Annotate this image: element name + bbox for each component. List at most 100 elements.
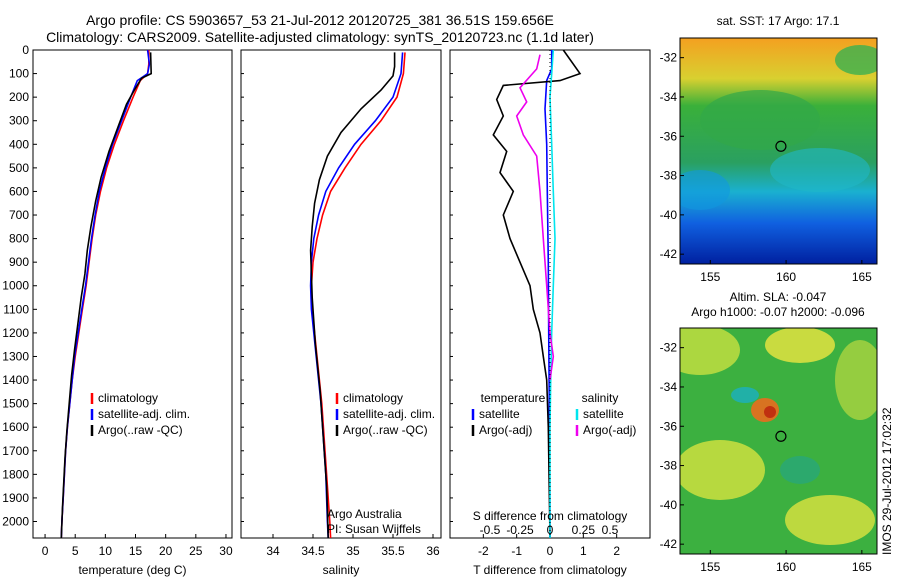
- y-tick-label: 100: [9, 67, 29, 81]
- x-tick-label: 15: [129, 544, 143, 558]
- legend-salinity-head: salinity: [582, 391, 619, 405]
- x-axis-label: temperature (deg C): [78, 563, 186, 577]
- x-tick-label: 30: [219, 544, 233, 558]
- series-line-argoadj: [492, 49, 582, 539]
- x-tick-label: 2: [613, 544, 620, 558]
- legend-label: satellite-adj. clim.: [343, 407, 435, 421]
- x-axis-label: salinity: [323, 563, 360, 577]
- imos-timestamp: IMOS 29-Jul-2012 17:02:32: [880, 407, 894, 555]
- figure-title-line1: Argo profile: CS 5903657_53 21-Jul-2012 …: [86, 12, 554, 28]
- legend-label: Argo(..raw -QC): [343, 423, 428, 437]
- y-tick-label: 1300: [2, 349, 29, 363]
- y-tick-label: 1200: [2, 326, 29, 340]
- figure-title-line2: Climatology: CARS2009. Satellite-adjuste…: [46, 29, 594, 45]
- series-line-argoadj: [515, 54, 555, 381]
- y-tick-label: 1600: [2, 420, 29, 434]
- map-y-tick-label: -42: [660, 247, 678, 261]
- series-line-argorawqc: [309, 52, 396, 539]
- map-x-tick-label: 155: [700, 560, 720, 574]
- map-y-tick-label: -38: [660, 169, 678, 183]
- x-tick-label: 34: [266, 544, 280, 558]
- map-y-tick-label: -32: [660, 341, 678, 355]
- map-y-tick-label: -36: [660, 419, 678, 433]
- sla-map-subtitle: Argo h1000: -0.07 h2000: -0.096: [691, 305, 865, 319]
- y-tick-label: 1800: [2, 467, 29, 481]
- y-tick-label: 400: [9, 137, 29, 151]
- legend-label: satellite-adj. clim.: [98, 407, 190, 421]
- argo-position-marker: [775, 430, 787, 442]
- x-tick-label: 0: [42, 544, 49, 558]
- plot-frame: [32, 49, 233, 539]
- y-tick-label: 500: [9, 161, 29, 175]
- sla-map-title: Altim. SLA: -0.047: [730, 290, 827, 304]
- y-tick-label: 300: [9, 114, 29, 128]
- map-y-tick-label: -40: [660, 208, 678, 222]
- legend-label: climatology: [343, 391, 403, 405]
- x-tick-label: 1: [580, 544, 587, 558]
- legend-temperature-head: temperature: [481, 391, 546, 405]
- y-tick-label: 900: [9, 255, 29, 269]
- legend-label: Argo(..raw -QC): [98, 423, 183, 437]
- legend-label: climatology: [98, 391, 158, 405]
- sst-patches: [680, 45, 877, 210]
- map-y-tick-label: -40: [660, 498, 678, 512]
- x-axis-label: T difference from climatology: [473, 563, 627, 577]
- plot-frame: [240, 49, 442, 539]
- map-y-tick-label: -34: [660, 380, 678, 394]
- x-tick-label: 20: [159, 544, 173, 558]
- x-tick-label: 36: [426, 544, 440, 558]
- x-tick-label: 10: [99, 544, 113, 558]
- x2-tick-label: 0: [547, 523, 554, 537]
- y-tick-label: 1900: [2, 491, 29, 505]
- x2-tick-label: 0.5: [602, 523, 619, 537]
- y-tick-label: 2000: [2, 514, 29, 528]
- legend-label: Argo(-adj): [583, 423, 636, 437]
- x-tick-label: 34.5: [301, 544, 325, 558]
- y-tick-label: 1700: [2, 444, 29, 458]
- x-tick-label: 5: [72, 544, 79, 558]
- salinity-profile-panel: 34 34.5 35 35.5 36 salinity climatology satelli…: [240, 49, 442, 577]
- map-x-tick-label: 160: [776, 560, 796, 574]
- x-tick-label: 35.5: [381, 544, 405, 558]
- map-x-tick-label: 165: [852, 560, 872, 574]
- pi-label: PI: Susan Wijffels: [327, 522, 421, 536]
- y-tick-label: 1400: [2, 373, 29, 387]
- x2-axis-label: S difference from climatology: [473, 509, 628, 523]
- series-line-argorawqc: [60, 52, 153, 539]
- y-tick-label: 0: [22, 43, 29, 57]
- y-tick-label: 700: [9, 208, 29, 222]
- legend-label: satellite: [583, 407, 624, 421]
- legend-label: satellite: [479, 407, 520, 421]
- y-tick-label: 200: [9, 90, 29, 104]
- y-tick-label: 1100: [3, 302, 29, 316]
- legend-label: Argo(-adj): [479, 423, 532, 437]
- y-tick-label: 800: [9, 232, 29, 246]
- series-line-satelliteadjclim: [60, 49, 151, 539]
- map-y-tick-label: -38: [660, 459, 678, 473]
- map-x-tick-label: 160: [776, 270, 796, 284]
- sla-map-panel: 155 160 165 -32 -34 -36 -38 -40 -42 Altim. SLA: …: [660, 290, 878, 574]
- series-line-satellite: [549, 49, 556, 538]
- temperature-profile-panel: 0100200300400500600700800900100011001200…: [2, 43, 233, 577]
- map-y-tick-label: -34: [660, 90, 678, 104]
- x2-tick-label: -0.25: [506, 523, 534, 537]
- map-y-tick-label: -42: [660, 537, 678, 551]
- series-line-climatology: [60, 50, 150, 539]
- x2-tick-label: -0.5: [480, 523, 501, 537]
- x-tick-label: -1: [511, 544, 522, 558]
- map-x-tick-label: 165: [852, 270, 872, 284]
- y-tick-label: 1000: [2, 279, 29, 293]
- argo-australia-label: Argo Australia: [327, 507, 402, 521]
- y-tick-label: 600: [9, 184, 29, 198]
- map-x-tick-label: 155: [700, 270, 720, 284]
- sst-map-title: sat. SST: 17 Argo: 17.1: [717, 14, 840, 28]
- map-y-tick-label: -32: [660, 51, 678, 65]
- y-tick-label: 1500: [2, 397, 29, 411]
- argo-position-marker: [775, 140, 787, 152]
- x2-tick-label: 0.25: [572, 523, 596, 537]
- x-tick-label: 35: [346, 544, 360, 558]
- x-tick-label: -2: [478, 544, 489, 558]
- x-tick-label: 0: [547, 544, 554, 558]
- sla-patches: [680, 328, 877, 545]
